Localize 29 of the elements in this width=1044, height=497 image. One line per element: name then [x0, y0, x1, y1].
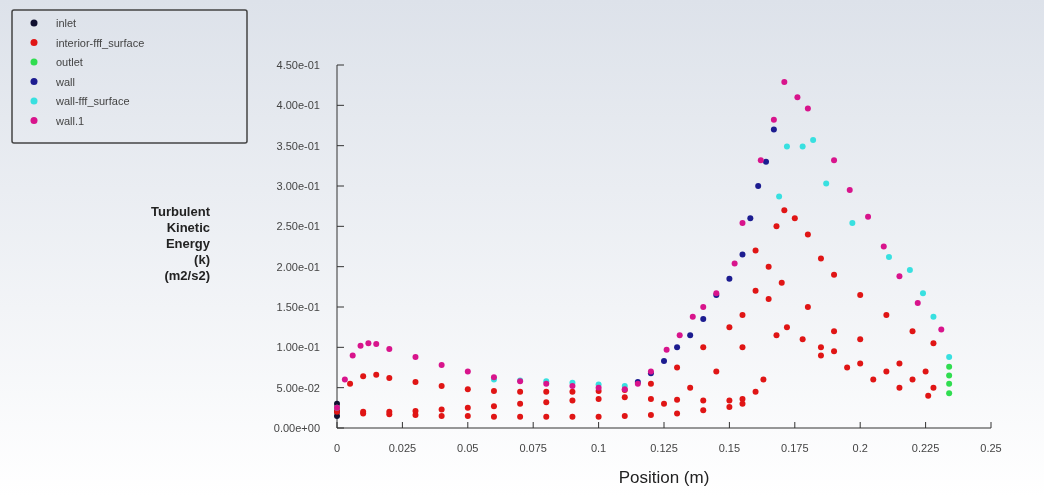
- x-tick-label: 0.025: [388, 442, 417, 454]
- y-tick-label: 2.00e-01: [276, 260, 320, 273]
- x-tick-label: 0.075: [519, 442, 547, 454]
- x-tick-label: 0.2: [852, 442, 868, 454]
- y-tick-label: 4.00e-01: [276, 99, 320, 112]
- y-tick-label: 3.00e-01: [276, 180, 320, 192]
- x-tick-label: 0.175: [781, 442, 809, 454]
- legend-label: wall.1: [55, 114, 85, 127]
- x-tick-label: 0.15: [718, 442, 741, 454]
- x-tick-label: 0.25: [980, 442, 1002, 454]
- y-tick-label: 4.50e-01: [276, 59, 320, 71]
- legend-label: wall: [55, 75, 75, 88]
- y-tick-label: 2.50e-01: [276, 220, 320, 233]
- y-tick-label: 1.00e-01: [276, 341, 320, 354]
- x-tick-label: 0.225: [911, 442, 940, 454]
- y-tick-label: 1.50e-01: [276, 301, 320, 313]
- y-tick-label: 5.00e-02: [276, 381, 320, 394]
- x-axis-title: Position (m): [618, 468, 710, 487]
- y-tick-label: 3.50e-01: [276, 139, 320, 152]
- x-tick-label: 0: [333, 442, 341, 454]
- x-tick-label: 0.05: [457, 442, 479, 454]
- legend-label: outlet: [56, 56, 83, 68]
- legend-label: interior-fff_surface: [56, 36, 145, 49]
- y-tick-label: 0.00e+00: [273, 422, 320, 434]
- y-axis-title: Turbulent Kinetic Energy (k) (m2/s2): [151, 204, 211, 283]
- x-tick-label: 0.1: [590, 442, 607, 454]
- legend-label: wall-fff_surface: [55, 95, 130, 107]
- x-tick-label: 0.125: [650, 442, 678, 454]
- legend-label: inlet: [56, 17, 77, 29]
